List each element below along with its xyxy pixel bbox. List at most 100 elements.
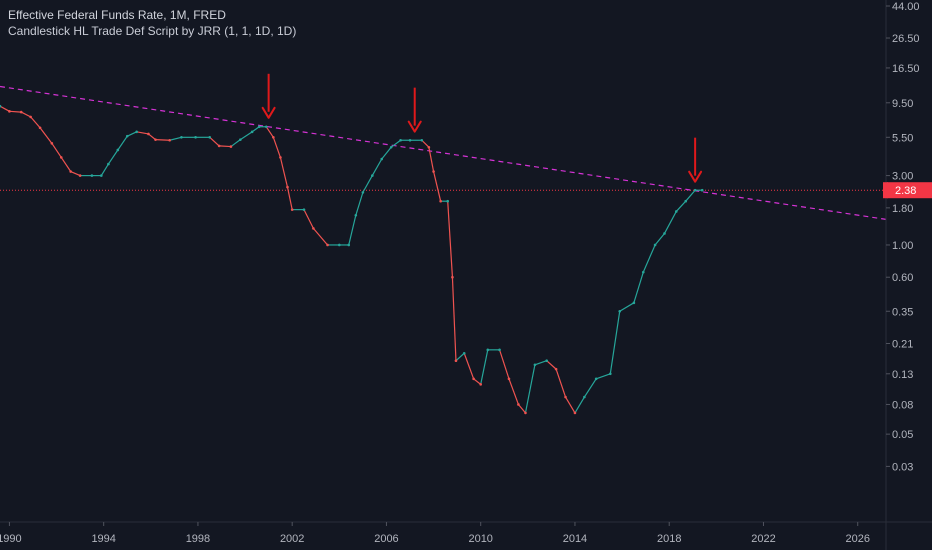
series-segment: [524, 364, 536, 414]
data-point: [451, 275, 454, 279]
data-point: [100, 174, 103, 177]
series-segment: [60, 157, 72, 172]
series-segment: [480, 349, 489, 385]
data-point: [479, 383, 483, 386]
data-point: [229, 145, 233, 148]
arrow-head: [261, 106, 276, 119]
data-point: [408, 138, 412, 142]
series-segment: [51, 142, 62, 158]
data-point: [125, 134, 129, 138]
data-point: [609, 372, 612, 376]
series-segment: [381, 146, 392, 160]
y-tick-label: 0.60: [892, 272, 913, 284]
trendline[interactable]: [0, 85, 887, 220]
data-point: [239, 138, 242, 141]
data-point: [19, 110, 23, 114]
series-segment: [428, 147, 435, 172]
arrow-annotation[interactable]: [688, 137, 703, 183]
data-point: [545, 359, 548, 362]
arrow-head: [407, 120, 422, 133]
arrow-head: [688, 170, 703, 183]
x-tick-label: 2010: [468, 533, 492, 545]
series-segment: [303, 209, 314, 229]
data-point: [8, 110, 11, 113]
data-point: [250, 130, 254, 134]
data-point: [674, 210, 678, 213]
y-axis[interactable]: 44.00 26.50 16.50 9.50 5.50 3.00 1.80 1.00 0.60 0…: [883, 0, 932, 550]
series-segment: [136, 131, 149, 135]
series-segment: [595, 373, 611, 380]
data-point: [168, 138, 171, 142]
data-point: [116, 148, 120, 152]
data-point: [524, 411, 527, 415]
data-point: [257, 125, 261, 129]
arrow-annotation[interactable]: [407, 87, 422, 133]
series-segment: [209, 136, 220, 147]
data-point: [594, 377, 598, 381]
series-segment: [574, 396, 585, 414]
data-point: [700, 188, 704, 192]
data-point: [338, 243, 341, 247]
last-price-label: 2.38: [895, 185, 916, 197]
data-point: [302, 208, 306, 211]
series-segment: [534, 360, 547, 366]
data-point: [389, 145, 393, 149]
data-point: [533, 363, 537, 367]
series-segment: [654, 233, 665, 246]
last-price-badge: [887, 182, 932, 199]
data-point: [290, 208, 294, 211]
data-point: [135, 130, 138, 134]
data-point: [427, 145, 431, 149]
series-segment: [421, 139, 430, 148]
data-point: [507, 377, 511, 381]
chart-title: Effective Federal Funds Rate, 1M, FRED: [8, 8, 226, 22]
data-point: [361, 191, 365, 194]
series-segment: [355, 192, 364, 216]
data-point: [573, 411, 577, 415]
series-segment: [633, 271, 644, 304]
series-segment: [609, 311, 621, 374]
data-point: [693, 188, 697, 192]
y-tick-label: 1.80: [892, 203, 913, 215]
data-point: [684, 199, 688, 203]
data-point: [632, 301, 636, 305]
data-point: [217, 144, 221, 148]
series-segment: [39, 127, 53, 144]
y-tick-label: 0.21: [892, 339, 913, 351]
series-segment: [219, 145, 231, 148]
data-point: [59, 156, 63, 159]
data-point: [663, 232, 666, 235]
data-point: [354, 213, 358, 217]
series-segment: [265, 126, 274, 138]
x-tick-label: 2002: [280, 533, 304, 545]
x-axis[interactable]: 1990 1994 1998 2002 2006 2010 2014 2018 2022 2026: [0, 521, 932, 545]
data-point: [0, 104, 2, 108]
data-point: [454, 359, 458, 362]
data-point: [286, 185, 289, 189]
data-point: [154, 138, 157, 141]
series-segment: [148, 133, 156, 141]
data-point: [462, 351, 466, 355]
arrow-annotation[interactable]: [261, 73, 276, 119]
series-segment: [463, 353, 475, 380]
y-tick-label: 0.05: [892, 429, 913, 441]
series-segment: [508, 378, 519, 405]
series-segment: [312, 228, 328, 246]
y-tick-label: 0.08: [892, 399, 913, 411]
series-segment: [565, 396, 576, 414]
series-segment: [583, 378, 597, 398]
series-segment: [107, 149, 119, 165]
data-point: [50, 142, 54, 145]
data-point: [90, 174, 94, 177]
plot-area[interactable]: [0, 73, 887, 415]
data-point: [554, 367, 558, 371]
data-point: [347, 243, 351, 247]
data-point: [399, 138, 402, 142]
series-segment: [0, 105, 10, 112]
x-tick-label: 1990: [0, 533, 22, 545]
data-point: [564, 395, 567, 399]
series-segment: [455, 352, 465, 362]
x-tick-label: 2018: [657, 533, 681, 545]
series-segment: [362, 175, 373, 193]
